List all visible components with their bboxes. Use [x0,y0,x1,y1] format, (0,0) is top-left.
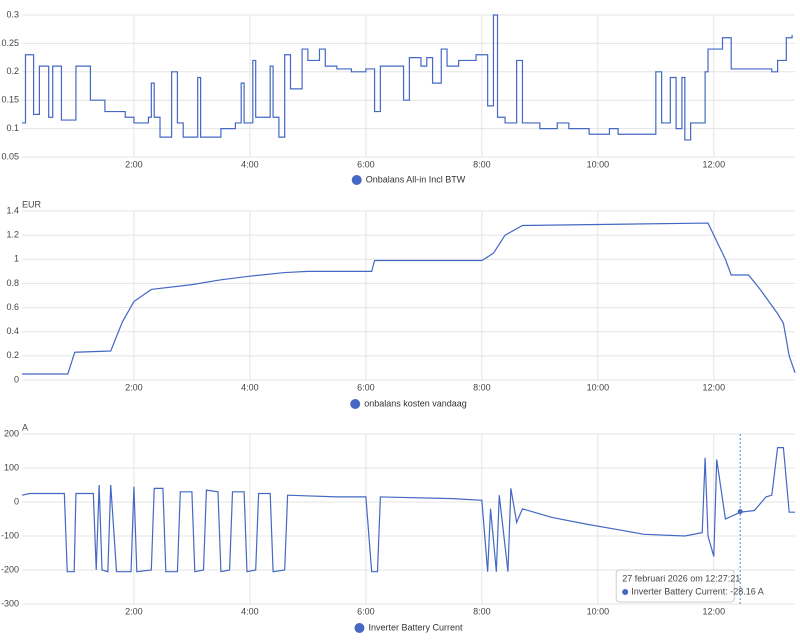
x-tick-label: 6:00 [357,606,375,616]
x-tick-label: 8:00 [473,606,491,616]
legend-item: onbalans kosten vandaag [350,398,467,409]
x-tick-label: 8:00 [473,382,491,392]
x-tick-label: 2:00 [125,159,143,169]
x-tick-label: 4:00 [241,382,259,392]
x-tick-label: 6:00 [357,159,375,169]
series-line [22,222,796,375]
legend-swatch [351,175,362,185]
x-tick-label: 4:00 [241,606,259,616]
y-tick-label: 0.25 [1,38,19,48]
tooltip-label: Inverter Battery Current: -28.16 A [631,586,764,596]
hover-point [737,509,743,515]
x-tick-label: 10:00 [587,606,610,616]
y-unit: EUR [22,199,42,209]
y-tick-label: 100 [4,462,19,472]
tooltip-swatch [622,589,629,595]
y-tick-label: 0 [14,496,19,506]
y-tick-label: 0.2 [6,350,19,360]
y-tick-label: 0.1 [6,123,19,133]
legend-swatch [354,623,365,633]
legend-item: Inverter Battery Current [354,622,463,633]
y-tick-label: -100 [1,530,19,540]
y-tick-label: 1.4 [6,205,19,215]
y-tick-label: 1 [14,254,19,264]
x-tick-label: 6:00 [357,382,375,392]
x-tick-label: 12:00 [703,606,726,616]
x-tick-label: 10:00 [587,159,610,169]
legend-label: onbalans kosten vandaag [364,398,467,408]
y-tick-label: -300 [1,598,19,608]
tooltip-box [615,569,735,603]
series-line [22,14,793,141]
y-tick-label: 0 [14,374,19,384]
x-tick-label: 4:00 [241,159,259,169]
x-tick-label: 2:00 [125,382,143,392]
y-tick-label: 0.05 [1,151,19,161]
legend-label: Onbalans All-in Incl BTW [366,174,466,184]
tooltip-title: 27 februari 2026 om 12:27:21 [622,573,740,583]
y-tick-label: 0.2 [6,66,19,76]
x-tick-label: 12:00 [703,382,726,392]
x-tick-label: 8:00 [473,159,491,169]
y-unit: A [22,422,28,432]
y-tick-label: 200 [4,428,19,438]
y-tick-label: 0.15 [1,95,19,105]
x-tick-label: 10:00 [587,382,610,392]
y-tick-label: 0.4 [6,326,19,336]
legend-item: Onbalans All-in Incl BTW [351,174,466,185]
y-tick-label: -200 [1,564,19,574]
y-tick-label: 0.3 [6,9,19,19]
x-tick-label: 2:00 [125,606,143,616]
series-line [21,447,795,573]
x-tick-label: 12:00 [703,159,726,169]
y-tick-label: 0.6 [6,302,19,312]
y-tick-label: 1.2 [6,230,19,240]
legend-swatch [350,399,361,409]
y-tick-label: 0.8 [6,278,19,288]
legend-label: Inverter Battery Current [368,622,463,632]
